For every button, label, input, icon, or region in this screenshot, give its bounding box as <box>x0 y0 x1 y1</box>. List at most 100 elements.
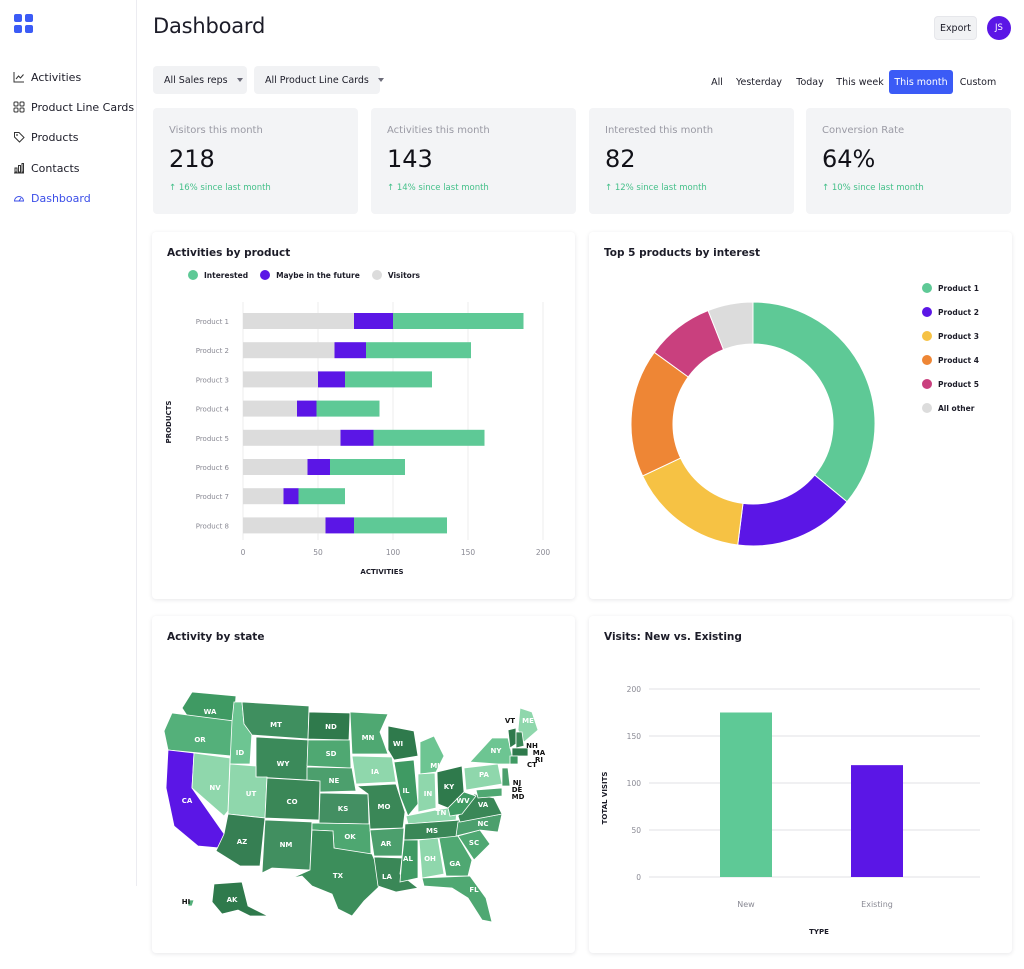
bar-segment <box>307 459 330 475</box>
donut-legend: Product 1 Product 2 Product 3 Product 4 Prod… <box>922 276 979 420</box>
state-fl[interactable] <box>421 875 493 923</box>
state-or[interactable] <box>163 712 235 757</box>
stat-label: Conversion Rate <box>822 125 905 136</box>
state-me[interactable] <box>517 707 539 743</box>
range-tab-yesterday[interactable]: Yesterday <box>735 76 783 88</box>
state-nh[interactable] <box>515 731 525 749</box>
state-label-ia: IA <box>371 768 380 776</box>
sidebar-item-label: Product Line Cards <box>31 100 135 114</box>
chevron-down-icon <box>236 78 243 82</box>
state-mn[interactable] <box>349 711 389 755</box>
legend-swatch <box>922 307 932 317</box>
sidebar-item-activities[interactable]: Activities <box>13 68 81 86</box>
y-tick-label: Product 6 <box>196 464 230 472</box>
y-tick-label: Product 7 <box>196 493 229 501</box>
panel-title: Activity by state <box>167 631 265 643</box>
product-line-cards-filter[interactable]: All Product Line Cards <box>254 66 384 94</box>
range-tab-today[interactable]: Today <box>796 76 824 88</box>
state-ma[interactable] <box>511 747 529 757</box>
x-tick-label: New <box>737 900 755 909</box>
legend-label: Interested <box>204 270 249 280</box>
range-tab-this-week[interactable]: This week <box>836 76 884 88</box>
legend-item: Product 4 <box>922 348 979 372</box>
legend-swatch <box>922 355 932 365</box>
range-tab-custom[interactable]: Custom <box>959 76 997 88</box>
bar-segment <box>243 488 284 505</box>
state-label-sd: SD <box>326 750 337 758</box>
bar-segment <box>334 342 366 359</box>
state-ga[interactable] <box>438 835 473 877</box>
state-wv[interactable] <box>447 791 477 817</box>
bar-segment <box>366 342 471 359</box>
state-label-hi: HI <box>182 898 190 906</box>
product-line-cards-filter-label: All Product Line Cards <box>265 74 369 86</box>
bar-segment <box>243 342 335 359</box>
sidebar-item-product-line-cards[interactable]: Product Line Cards <box>13 98 134 116</box>
y-tick-label: Product 3 <box>196 376 229 384</box>
state-nv[interactable] <box>191 752 231 817</box>
y-tick-label: 150 <box>627 732 642 741</box>
x-tick-label: 100 <box>386 548 401 557</box>
x-tick-label: 200 <box>536 548 551 557</box>
state-label-ct: CT <box>527 761 537 769</box>
state-mt[interactable] <box>241 701 310 740</box>
legend-item: Product 5 <box>922 372 979 396</box>
state-al[interactable] <box>418 837 445 879</box>
state-ne[interactable] <box>306 766 357 793</box>
avatar[interactable]: JS <box>987 16 1011 40</box>
panel-title: Top 5 products by interest <box>604 247 760 259</box>
state-il[interactable] <box>393 759 419 817</box>
state-mi[interactable] <box>419 735 445 775</box>
state-label-fl: FL <box>469 886 479 894</box>
state-label-nj: NJ <box>513 779 521 787</box>
state-ct[interactable] <box>509 755 519 765</box>
state-label-mi: MI <box>430 762 440 770</box>
sidebar-item-contacts[interactable]: Contacts <box>13 159 80 177</box>
legend-swatch <box>260 270 271 280</box>
sidebar-item-products[interactable]: Products <box>13 128 79 146</box>
legend-swatch <box>371 270 382 280</box>
state-label-or: OR <box>194 736 206 744</box>
state-label-sc: SC <box>469 839 479 847</box>
state-ny[interactable] <box>469 737 515 765</box>
state-ms[interactable] <box>399 839 419 883</box>
state-label-ma: MA <box>533 749 546 757</box>
state-label-me: ME <box>522 717 534 725</box>
bar-segment <box>243 313 354 329</box>
state-label-wv: WV <box>456 797 470 805</box>
visits-bar-chart: 0 50 100 150 200 New Existing TYPE TOTAL VISITS <box>601 685 980 936</box>
stat-delta: ↑ 16% since last month <box>169 183 271 193</box>
stat-delta: ↑ 10% since last month <box>822 183 924 193</box>
range-tab-this-month[interactable]: This month <box>889 70 953 94</box>
stat-card-activities: Activities this month 143 ↑ 14% since la… <box>371 108 576 214</box>
state-hi[interactable] <box>187 899 195 907</box>
bar-segment <box>316 400 380 417</box>
state-in[interactable] <box>417 772 437 813</box>
stat-value: 143 <box>387 145 433 173</box>
state-nm[interactable] <box>261 819 313 874</box>
export-button[interactable]: Export <box>934 16 977 40</box>
stat-delta: ↑ 12% since last month <box>605 183 707 193</box>
sidebar-item-dashboard[interactable]: Dashboard <box>13 189 91 207</box>
state-wy[interactable] <box>255 736 309 781</box>
bar-segment <box>345 371 432 388</box>
legend-item: Product 1 <box>922 276 979 300</box>
state-tx[interactable] <box>291 829 385 917</box>
grid-logo-icon[interactable] <box>14 14 33 33</box>
state-ak[interactable] <box>211 881 269 917</box>
range-tab-all[interactable]: All <box>711 76 723 88</box>
state-label-mt: MT <box>270 721 282 729</box>
state-label-tx: TX <box>333 872 344 880</box>
y-tick-label: Product 8 <box>196 522 229 530</box>
state-ia[interactable] <box>351 755 397 785</box>
sidebar-item-label: Activities <box>31 70 82 84</box>
state-md[interactable] <box>475 787 503 799</box>
us-states-map: WA OR CA ID NV MT WY UT AZ CO NM ND SD N… <box>163 691 546 923</box>
visits-new-vs-existing-panel: Visits: New vs. Existing 0 50 100 150 200 New… <box>589 616 1012 953</box>
top-products-donut-chart <box>630 301 876 547</box>
state-nj[interactable] <box>501 767 511 787</box>
sales-reps-filter[interactable]: All Sales reps <box>153 66 247 94</box>
donut-slice <box>641 457 744 546</box>
state-wi[interactable] <box>387 725 419 761</box>
state-label-pa: PA <box>479 771 489 779</box>
